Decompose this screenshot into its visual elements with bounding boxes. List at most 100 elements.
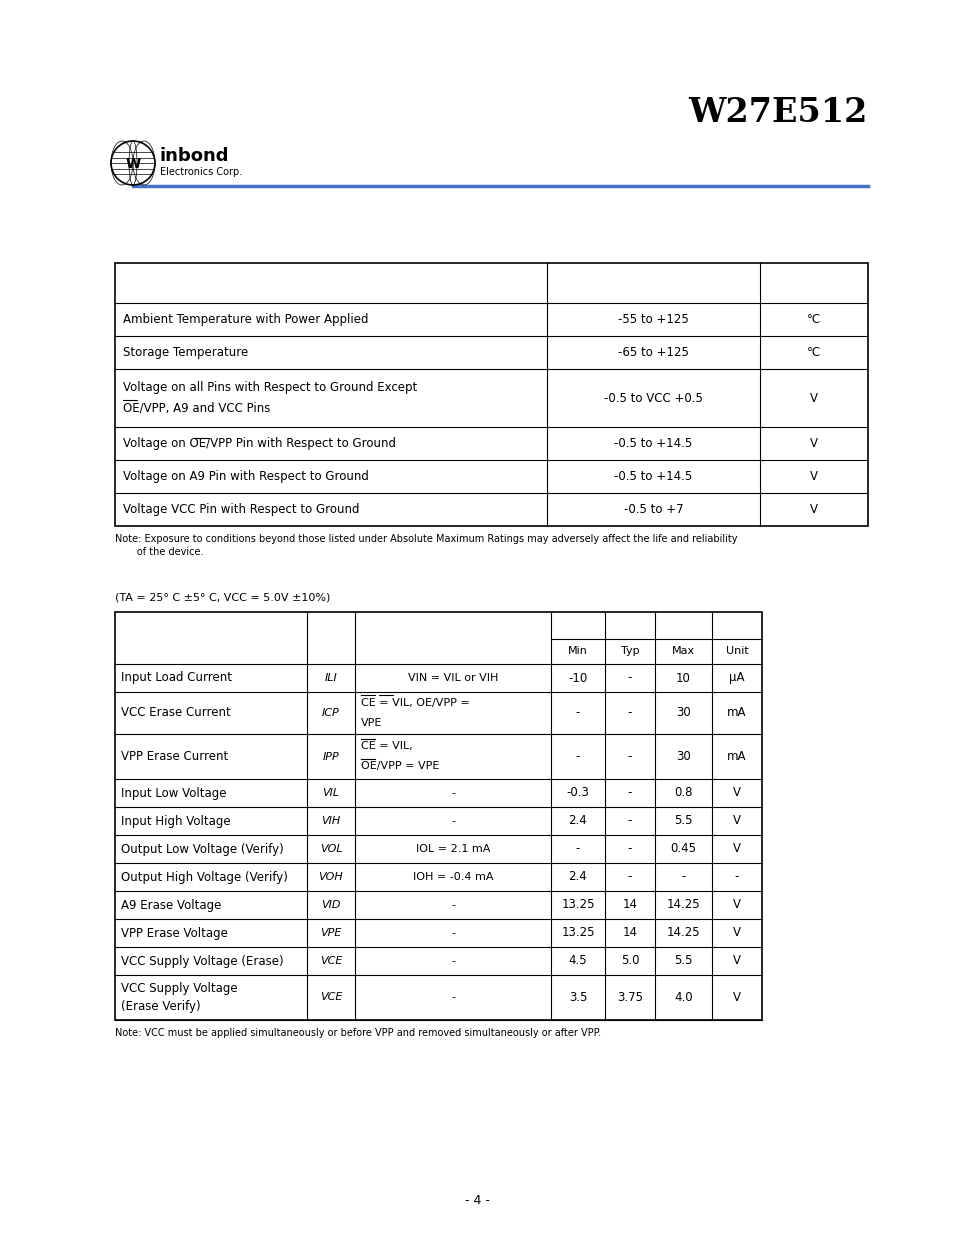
Text: 13.25: 13.25: [560, 899, 594, 911]
Text: V: V: [732, 955, 740, 967]
Text: mA: mA: [726, 706, 746, 720]
Text: 2.4: 2.4: [568, 815, 587, 827]
Text: -: -: [451, 900, 455, 910]
Text: V: V: [732, 842, 740, 856]
Text: -: -: [627, 842, 632, 856]
Text: 0.45: 0.45: [670, 842, 696, 856]
Text: -: -: [627, 706, 632, 720]
Text: -: -: [627, 871, 632, 883]
Text: -0.5 to +14.5: -0.5 to +14.5: [614, 471, 692, 483]
Text: Output Low Voltage (Verify): Output Low Voltage (Verify): [121, 842, 283, 856]
Text: of the device.: of the device.: [115, 547, 203, 557]
Text: VCC Supply Voltage (Erase): VCC Supply Voltage (Erase): [121, 955, 283, 967]
Text: -: -: [451, 956, 455, 966]
Text: Electronics Corp.: Electronics Corp.: [160, 167, 242, 177]
Text: -65 to +125: -65 to +125: [618, 346, 688, 359]
Text: Voltage VCC Pin with Respect to Ground: Voltage VCC Pin with Respect to Ground: [123, 503, 359, 516]
Text: -10: -10: [568, 672, 587, 684]
Text: Input Low Voltage: Input Low Voltage: [121, 787, 226, 799]
Text: -: -: [576, 842, 579, 856]
Text: VPP Erase Current: VPP Erase Current: [121, 750, 228, 763]
Text: VIL: VIL: [322, 788, 339, 798]
Text: W: W: [125, 157, 140, 170]
Text: 5.0: 5.0: [620, 955, 639, 967]
Text: CE = VIL,: CE = VIL,: [360, 741, 413, 752]
Text: IPP: IPP: [322, 752, 339, 762]
Text: -0.5 to +14.5: -0.5 to +14.5: [614, 437, 692, 450]
Text: Voltage on all Pins with Respect to Ground Except: Voltage on all Pins with Respect to Grou…: [123, 382, 416, 394]
Text: VID: VID: [321, 900, 340, 910]
Text: A9 Erase Voltage: A9 Erase Voltage: [121, 899, 221, 911]
Text: CE = VIL, OE/VPP =: CE = VIL, OE/VPP =: [360, 698, 469, 708]
Text: OE/VPP = VPE: OE/VPP = VPE: [360, 762, 439, 772]
Text: Unit: Unit: [725, 646, 747, 657]
Text: Voltage on A9 Pin with Respect to Ground: Voltage on A9 Pin with Respect to Ground: [123, 471, 369, 483]
Text: 14.25: 14.25: [666, 899, 700, 911]
Text: 30: 30: [676, 706, 690, 720]
Text: Input Load Current: Input Load Current: [121, 672, 232, 684]
Text: 4.5: 4.5: [568, 955, 587, 967]
Text: Ambient Temperature with Power Applied: Ambient Temperature with Power Applied: [123, 312, 368, 326]
Text: Note: VCC must be applied simultaneously or before VPP and removed simultaneousl: Note: VCC must be applied simultaneously…: [115, 1028, 600, 1037]
Text: -: -: [627, 815, 632, 827]
Text: -: -: [576, 750, 579, 763]
Text: V: V: [732, 990, 740, 1004]
Text: OE/VPP, A9 and VCC Pins: OE/VPP, A9 and VCC Pins: [123, 401, 270, 415]
Text: -0.3: -0.3: [566, 787, 589, 799]
Text: VPE: VPE: [360, 718, 382, 727]
Text: -: -: [627, 787, 632, 799]
Text: -: -: [451, 788, 455, 798]
Text: VIH: VIH: [321, 816, 340, 826]
Text: 14: 14: [622, 926, 637, 940]
Text: Note: Exposure to conditions beyond those listed under Absolute Maximum Ratings : Note: Exposure to conditions beyond thos…: [115, 534, 737, 543]
Text: °C: °C: [806, 346, 821, 359]
Text: 13.25: 13.25: [560, 926, 594, 940]
Text: -: -: [680, 871, 685, 883]
Text: -: -: [627, 750, 632, 763]
Text: V: V: [809, 391, 817, 405]
Text: ICP: ICP: [322, 708, 339, 718]
Text: VPE: VPE: [320, 927, 341, 939]
Text: μA: μA: [728, 672, 744, 684]
Text: W27E512: W27E512: [688, 96, 867, 130]
Text: mA: mA: [726, 750, 746, 763]
Text: Input High Voltage: Input High Voltage: [121, 815, 231, 827]
Text: -: -: [451, 993, 455, 1003]
Text: 14.25: 14.25: [666, 926, 700, 940]
Text: -55 to +125: -55 to +125: [618, 312, 688, 326]
Bar: [115, 263, 867, 526]
Text: IOL = 2.1 mA: IOL = 2.1 mA: [416, 844, 490, 853]
Text: Storage Temperature: Storage Temperature: [123, 346, 248, 359]
Text: VCE: VCE: [319, 993, 342, 1003]
Text: -0.5 to VCC +0.5: -0.5 to VCC +0.5: [603, 391, 702, 405]
Text: Max: Max: [671, 646, 695, 657]
Text: 3.5: 3.5: [568, 990, 587, 1004]
Text: 3.75: 3.75: [617, 990, 642, 1004]
Text: 14: 14: [622, 899, 637, 911]
Text: -: -: [451, 927, 455, 939]
Text: VPP Erase Voltage: VPP Erase Voltage: [121, 926, 228, 940]
Text: Typ: Typ: [620, 646, 639, 657]
Text: -: -: [734, 871, 739, 883]
Bar: [115, 613, 761, 1020]
Text: Output High Voltage (Verify): Output High Voltage (Verify): [121, 871, 288, 883]
Text: VCC Supply Voltage: VCC Supply Voltage: [121, 982, 237, 995]
Text: 5.5: 5.5: [674, 815, 692, 827]
Text: 4.0: 4.0: [674, 990, 692, 1004]
Text: VOH: VOH: [318, 872, 343, 882]
Text: (TA = 25° C ±5° C, VCC = 5.0V ±10%): (TA = 25° C ±5° C, VCC = 5.0V ±10%): [115, 592, 330, 601]
Text: VCE: VCE: [319, 956, 342, 966]
Text: inbond: inbond: [160, 147, 230, 165]
Text: IOH = -0.4 mA: IOH = -0.4 mA: [413, 872, 493, 882]
Text: -: -: [627, 672, 632, 684]
Text: VIN = VIL or VIH: VIN = VIL or VIH: [407, 673, 497, 683]
Text: 0.8: 0.8: [674, 787, 692, 799]
Text: V: V: [732, 926, 740, 940]
Text: -0.5 to +7: -0.5 to +7: [623, 503, 682, 516]
Text: ILI: ILI: [324, 673, 337, 683]
Text: °C: °C: [806, 312, 821, 326]
Text: V: V: [809, 437, 817, 450]
Text: -: -: [451, 816, 455, 826]
Text: Voltage on OE/VPP Pin with Respect to Ground: Voltage on OE/VPP Pin with Respect to Gr…: [123, 437, 395, 450]
Text: VOL: VOL: [319, 844, 342, 853]
